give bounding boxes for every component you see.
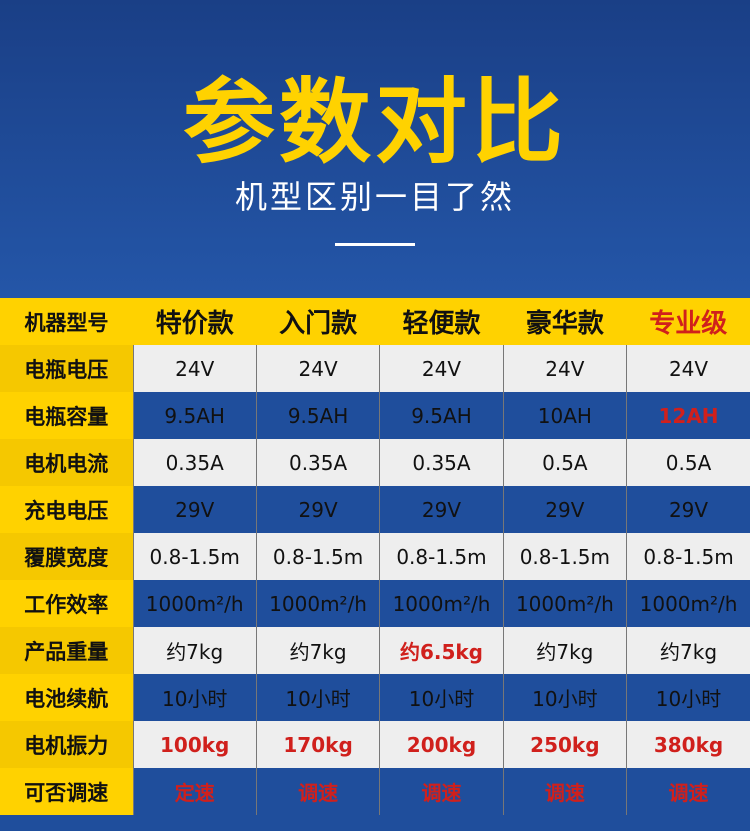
table-row: 电机振力 100kg 170kg 200kg 250kg 380kg [0, 721, 750, 768]
table-cell: 0.5A [626, 439, 750, 486]
row-label: 产品重量 [0, 627, 133, 674]
table-cell: 调速 [626, 768, 750, 815]
table-cell: 9.5AH [255, 392, 380, 439]
table-cell: 约7kg [132, 627, 257, 674]
row-label: 电机振力 [0, 721, 133, 768]
header-label: 机器型号 [0, 298, 133, 345]
table-cell: 10小时 [132, 674, 257, 721]
column-header: 轻便款 [379, 298, 504, 345]
table-cell: 29V [379, 486, 504, 533]
table-row: 电瓶电压 24V 24V 24V 24V 24V [0, 345, 750, 392]
table-cell: 约7kg [502, 627, 627, 674]
column-header: 专业级 [626, 298, 750, 345]
table-cell: 1000m²/h [379, 580, 504, 627]
table-header-row: 机器型号 特价款 入门款 轻便款 豪华款 专业级 [0, 298, 750, 345]
table-cell: 1000m²/h [255, 580, 380, 627]
row-label: 覆膜宽度 [0, 533, 133, 580]
table-cell: 29V [132, 486, 257, 533]
table-cell: 0.35A [132, 439, 257, 486]
table-cell: 200kg [379, 721, 504, 768]
column-header: 特价款 [133, 298, 257, 345]
table-cell: 100kg [132, 721, 257, 768]
row-label: 电机电流 [0, 439, 133, 486]
table-cell: 0.35A [255, 439, 380, 486]
table-row: 电瓶容量 9.5AH 9.5AH 9.5AH 10AH 12AH [0, 392, 750, 439]
table-cell: 10小时 [255, 674, 380, 721]
table-cell: 250kg [502, 721, 627, 768]
table-cell: 12AH [626, 392, 750, 439]
table-row: 电机电流 0.35A 0.35A 0.35A 0.5A 0.5A [0, 439, 750, 486]
table-cell: 29V [502, 486, 627, 533]
table-cell: 10小时 [502, 674, 627, 721]
table-cell: 29V [255, 486, 380, 533]
table-cell: 24V [255, 345, 380, 392]
table-cell: 0.8-1.5m [132, 533, 257, 580]
divider [335, 243, 415, 246]
comparison-table: 机器型号 特价款 入门款 轻便款 豪华款 专业级 电瓶电压 24V 24V 24V 24V 24V 电… [0, 298, 750, 815]
table-row: 工作效率 1000m²/h 1000m²/h 1000m²/h 1000m²/h 1000… [0, 580, 750, 627]
page-title: 参数对比 [182, 69, 567, 176]
table-cell: 29V [626, 486, 750, 533]
table-cell: 约7kg [255, 627, 380, 674]
row-label: 工作效率 [0, 580, 133, 627]
column-header: 豪华款 [503, 298, 627, 345]
table-row: 电池续航 10小时 10小时 10小时 10小时 10小时 [0, 674, 750, 721]
table-cell: 0.5A [502, 439, 627, 486]
table-row: 产品重量 约7kg 约7kg 约6.5kg 约7kg 约7kg [0, 627, 750, 674]
table-cell: 0.8-1.5m [626, 533, 750, 580]
table-row: 可否调速 定速 调速 调速 调速 调速 [0, 768, 750, 815]
table-cell: 24V [132, 345, 257, 392]
table-row: 覆膜宽度 0.8-1.5m 0.8-1.5m 0.8-1.5m 0.8-1.5m 0.8-… [0, 533, 750, 580]
table-cell: 约7kg [626, 627, 750, 674]
page-subtitle: 机型区别一目了然 [234, 178, 515, 216]
table-cell: 9.5AH [132, 392, 257, 439]
table-cell: 24V [626, 345, 750, 392]
table-row: 充电电压 29V 29V 29V 29V 29V [0, 486, 750, 533]
table-cell: 24V [379, 345, 504, 392]
row-label: 电瓶电压 [0, 345, 133, 392]
table-cell: 0.35A [379, 439, 504, 486]
row-label: 可否调速 [0, 768, 133, 815]
table-cell: 调速 [379, 768, 504, 815]
column-header: 入门款 [256, 298, 380, 345]
table-cell: 调速 [255, 768, 380, 815]
row-label: 充电电压 [0, 486, 133, 533]
table-cell: 1000m²/h [626, 580, 750, 627]
row-label: 电瓶容量 [0, 392, 133, 439]
table-cell: 定速 [132, 768, 257, 815]
table-cell: 170kg [255, 721, 380, 768]
table-cell: 380kg [626, 721, 750, 768]
table-cell: 10小时 [626, 674, 750, 721]
table-cell: 0.8-1.5m [502, 533, 627, 580]
hero-banner: 参数对比 机型区别一目了然 [0, 0, 750, 298]
row-label: 电池续航 [0, 674, 133, 721]
table-cell: 9.5AH [379, 392, 504, 439]
table-cell: 10小时 [379, 674, 504, 721]
table-cell: 1000m²/h [132, 580, 257, 627]
bottom-band [0, 815, 750, 831]
table-cell: 约6.5kg [379, 627, 504, 674]
table-cell: 10AH [502, 392, 627, 439]
table-cell: 1000m²/h [502, 580, 627, 627]
table-cell: 0.8-1.5m [255, 533, 380, 580]
table-cell: 24V [502, 345, 627, 392]
table-cell: 调速 [502, 768, 627, 815]
table-cell: 0.8-1.5m [379, 533, 504, 580]
